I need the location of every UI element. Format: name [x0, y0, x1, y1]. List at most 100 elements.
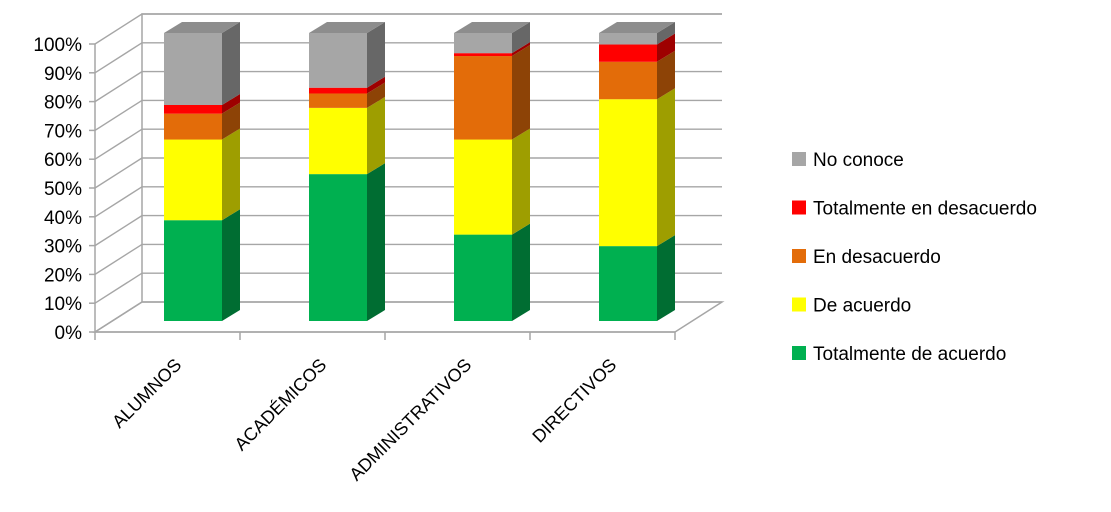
legend-item-de-acuerdo: De acuerdo: [792, 296, 911, 317]
bar-front: [454, 234, 512, 321]
y-tick-label: 100%: [33, 35, 82, 56]
bar-side: [657, 22, 675, 45]
bar-top: [309, 22, 385, 33]
bar-front: [599, 246, 657, 321]
legend: No conoce Totalmente en desacuerdo En desa…: [792, 150, 1037, 365]
legend-swatch: [792, 200, 806, 215]
bar-segment-totalmente-en-desacuerdo: [164, 94, 240, 114]
bar-segment-de-acuerdo: [309, 96, 385, 175]
bar-side: [222, 209, 240, 321]
bar-front: [599, 33, 657, 45]
y-tick-label: 60%: [44, 150, 82, 171]
x-tick-label: ALUMNOS: [108, 355, 185, 432]
bar-side: [512, 223, 530, 321]
legend-item-en-desacuerdo: En desacuerdo: [792, 247, 941, 268]
bar-front: [454, 139, 512, 235]
bar-front: [309, 33, 367, 88]
bar-segment-no-conoce: [599, 22, 675, 45]
legend-item-totalmente-de-acuerdo: Totalmente de acuerdo: [792, 344, 1006, 365]
bar-front: [164, 113, 222, 140]
bar-top: [454, 22, 530, 33]
legend-swatch: [792, 297, 806, 312]
bar-side: [367, 22, 385, 88]
bar-segment-totalmente-de-acuerdo: [454, 223, 530, 321]
x-axis-ticks: ALUMNOS ACADÉMICOS ADMINISTRATIVOS DIRECTIV…: [108, 355, 620, 485]
bar-segment-en-desacuerdo: [164, 102, 240, 140]
bar-front: [599, 44, 657, 62]
y-tick-label: 50%: [44, 179, 82, 200]
legend-label: De acuerdo: [813, 296, 911, 317]
x-tick-label: ACADÉMICOS: [231, 355, 331, 455]
bar-side: [367, 76, 385, 94]
gridline: [94, 13, 722, 45]
bar-segment-no-conoce: [164, 22, 240, 105]
bar-side: [657, 33, 675, 62]
bar-segment-totalmente-de-acuerdo: [164, 209, 240, 321]
bar-side: [222, 102, 240, 140]
legend-swatch: [792, 152, 806, 166]
legend-swatch: [792, 249, 806, 263]
bar-segment-en-desacuerdo: [454, 45, 530, 140]
bar-side: [367, 96, 385, 175]
bar-segment-totalmente-en-desacuerdo: [454, 42, 530, 57]
legend-label: No conoce: [813, 150, 904, 171]
bar-front: [454, 53, 512, 57]
bar-segment-totalmente-en-desacuerdo: [599, 33, 675, 62]
bar-front: [309, 174, 367, 321]
bar-side: [512, 128, 530, 235]
bar-segment-totalmente-de-acuerdo: [599, 235, 675, 321]
bar-top: [164, 22, 240, 33]
legend-label: Totalmente en desacuerdo: [813, 199, 1037, 220]
bar-side: [657, 88, 675, 247]
legend-swatch: [792, 346, 806, 360]
y-tick-label: 20%: [44, 265, 82, 286]
y-tick-label: 70%: [44, 121, 82, 142]
bar-stack-directivos: [599, 22, 675, 321]
bar-segment-de-acuerdo: [454, 128, 530, 235]
bar-stack-alumnos: [164, 22, 240, 321]
bar-front: [164, 33, 222, 105]
x-tick-label: DIRECTIVOS: [528, 355, 620, 447]
bar-side: [657, 50, 675, 100]
bar-segment-de-acuerdo: [599, 88, 675, 247]
y-tick-label: 80%: [44, 93, 82, 114]
legend-item-totalmente-en-desacuerdo: Totalmente en desacuerdo: [792, 199, 1037, 220]
bar-side: [222, 128, 240, 221]
bar-segment-totalmente-de-acuerdo: [309, 163, 385, 321]
bar-side: [367, 82, 385, 108]
bar-segment-de-acuerdo: [164, 128, 240, 221]
bar-side: [512, 42, 530, 57]
bar-segment-totalmente-en-desacuerdo: [309, 76, 385, 94]
bar-front: [309, 87, 367, 94]
bar-segment-no-conoce: [309, 22, 385, 88]
y-tick-label: 40%: [44, 208, 82, 229]
bar-front: [309, 107, 367, 175]
bar-top: [599, 22, 675, 33]
legend-label: Totalmente de acuerdo: [813, 344, 1006, 365]
bar-front: [309, 93, 367, 108]
bar-side: [367, 163, 385, 321]
bar-stack-academicos: [309, 22, 385, 321]
legend-label: En desacuerdo: [813, 247, 941, 268]
bar-stack-administrativos: [454, 22, 530, 321]
bar-front: [454, 33, 512, 54]
y-axis-ticks: 0% 10% 20% 30% 40% 50% 60% 70% 80% 90% 100%: [33, 35, 82, 344]
bar-front: [164, 105, 222, 114]
bar-front: [164, 220, 222, 321]
bar-side: [222, 22, 240, 105]
bar-side: [512, 22, 530, 54]
y-tick-label: 10%: [44, 294, 82, 315]
bar-side: [222, 94, 240, 114]
y-tick-label: 0%: [55, 323, 83, 344]
y-tick-label: 30%: [44, 237, 82, 258]
y-tick-label: 90%: [44, 64, 82, 85]
bar-segment-en-desacuerdo: [309, 82, 385, 108]
x-tick-label: ADMINISTRATIVOS: [345, 355, 475, 485]
bar-front: [164, 139, 222, 221]
bar-segment-en-desacuerdo: [599, 50, 675, 100]
legend-item-no-conoce: No conoce: [792, 150, 904, 171]
bar-front: [454, 56, 512, 140]
bar-segment-no-conoce: [454, 22, 530, 54]
